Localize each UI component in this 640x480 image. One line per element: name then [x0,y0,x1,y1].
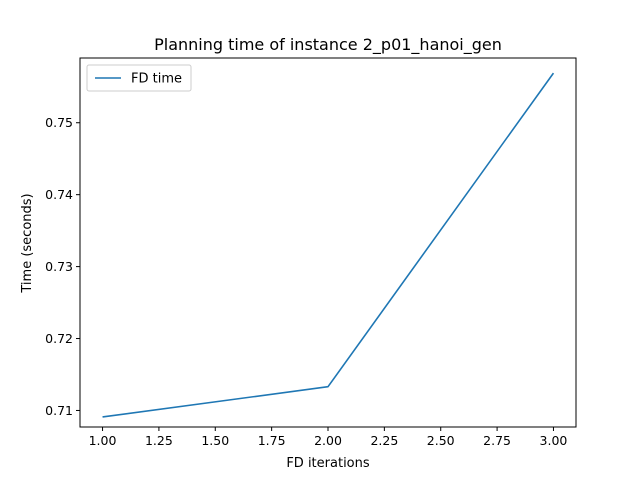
x-tick-label: 1.00 [89,433,117,448]
x-tick-label: 1.25 [145,433,173,448]
y-tick-label: 0.73 [45,259,73,274]
series-line [102,72,555,418]
legend-label: FD time [131,72,182,87]
y-tick-label: 0.74 [45,187,73,202]
chart-title: Planning time of instance 2_p01_hanoi_ge… [154,35,502,55]
x-tick-label: 1.50 [201,433,229,448]
x-tick-label: 2.75 [483,433,511,448]
x-tick-label: 2.00 [314,433,342,448]
x-tick-label: 1.75 [258,433,286,448]
x-tick-label: 2.50 [427,433,455,448]
y-tick-label: 0.75 [45,115,73,130]
legend-box [86,64,192,92]
y-axis-label: Time (seconds) [20,193,35,293]
x-tick-label: 2.25 [370,433,398,448]
x-axis-label: FD iterations [286,456,370,471]
y-tick-label: 0.71 [45,403,73,418]
x-tick-label: 3.00 [540,433,568,448]
y-tick-label: 0.72 [45,331,73,346]
plot-area: 1.00 1.25 1.50 1.75 2.00 2.25 2.50 2.75 3.00 0.71… [45,57,577,448]
